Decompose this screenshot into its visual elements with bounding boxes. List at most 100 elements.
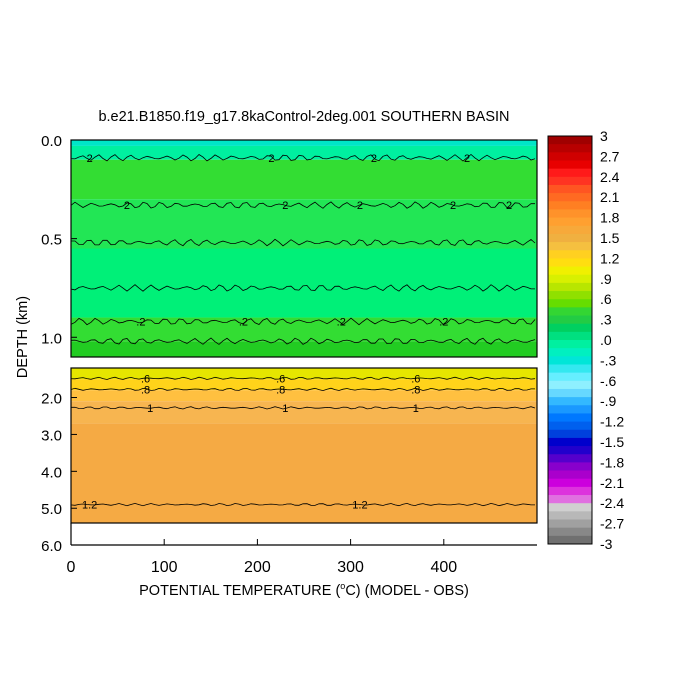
colorbar-swatch [548, 429, 592, 439]
x-tick-label: 0 [67, 559, 76, 576]
contour-line-upper-5 [70, 337, 536, 345]
contour-label: .8 [141, 384, 150, 396]
contour-label: 1 [413, 403, 419, 415]
contour-label: 2 [506, 200, 512, 212]
colorbar-label: -1.2 [600, 414, 624, 430]
colorbar-swatch [548, 144, 592, 153]
x-tick-label: 200 [244, 559, 271, 576]
contour-line-lower-3 [70, 502, 535, 507]
band-lower-0 [71, 368, 537, 380]
colorbar-swatch [548, 209, 592, 218]
contour-label: 2 [450, 200, 456, 212]
contour-line-upper-1 [70, 201, 536, 209]
contour-line-lower-0 [70, 376, 536, 380]
colorbar-swatch [548, 470, 592, 480]
band-upper-0 [71, 140, 537, 146]
band-upper-1 [71, 145, 537, 160]
colorbar-swatch [548, 152, 592, 161]
colorbar-swatch [548, 348, 592, 357]
contour-line-lower-1 [70, 387, 535, 392]
contour-line-upper-4 [70, 317, 536, 326]
colorbar-label: -2.1 [600, 475, 624, 491]
contour-label: 1 [282, 403, 288, 415]
colorbar-swatch [548, 217, 592, 227]
colorbar-swatch [548, 323, 592, 333]
colorbar-swatch [548, 356, 592, 365]
colorbar-swatch [548, 315, 592, 325]
colorbar-swatch [548, 291, 592, 300]
contour-label: .2 [239, 316, 248, 328]
y-tick-label: 5.0 [41, 501, 62, 518]
panel-upper: 2 2 2 2 2 2 2 2 2 .2 .2 .2 .2 0.0 0.5 1.0 [41, 133, 538, 358]
colorbar-swatch [548, 274, 592, 284]
contour-label: 1 [147, 403, 153, 415]
colorbar-swatch [548, 299, 592, 308]
chart-title: b.e21.B1850.f19_g17.8kaControl-2deg.001 … [98, 109, 509, 125]
colorbar-swatch [548, 446, 592, 455]
panel-lower: .6.6.6.8.8.81 1 11.2 1.22.03.04.05.0 [41, 367, 538, 524]
colorbar-swatch [548, 364, 592, 374]
y-tick-label-6: 6.0 [41, 538, 62, 555]
band-lower-1 [71, 379, 537, 391]
colorbar-label: -.6 [600, 373, 617, 389]
panel-frame-lower [70, 367, 538, 524]
colorbar-swatch [548, 160, 592, 170]
band-upper-3 [71, 199, 537, 249]
colorbar-label: 1.5 [600, 230, 620, 246]
colorbar-swatch [548, 421, 592, 431]
y-tick-label: 2.0 [41, 391, 62, 408]
colorbar-swatch [548, 397, 592, 406]
colorbar-swatch [548, 184, 592, 194]
contour-line-upper-2 [70, 238, 536, 247]
colorbar-swatch [548, 168, 592, 178]
contour-label: 2 [87, 153, 93, 165]
contour-label: .8 [411, 384, 420, 396]
x-tick-label: 400 [430, 559, 457, 576]
contour-line-upper-0 [70, 153, 536, 162]
colorbar-label: 2.1 [600, 189, 620, 205]
colorbar-label: .3 [600, 312, 612, 328]
colorbar-label: -1.8 [600, 454, 624, 470]
colorbar-swatch [548, 495, 592, 504]
colorbar-frame [547, 135, 593, 545]
colorbar-swatch [548, 340, 592, 349]
x-axis-label-part-2: C) (MODEL - OBS) [345, 583, 469, 599]
band-lower-2 [71, 390, 537, 402]
colorbar-swatch [548, 242, 592, 251]
colorbar-swatch [548, 266, 592, 276]
colorbar-label: 2.7 [600, 148, 620, 164]
colorbar-label: -1.5 [600, 434, 624, 450]
colorbar-swatch [548, 388, 592, 398]
contour-label: .8 [276, 384, 285, 396]
contour-label: 1.2 [352, 500, 367, 512]
colorbar-swatch [548, 136, 592, 145]
x-axis: 6.0 0 100 200 300 400 [41, 523, 537, 576]
contour-label: .2 [439, 316, 448, 328]
colorbar-label: -3 [600, 536, 613, 552]
contour-label: 1.2 [82, 500, 97, 512]
x-tick-label: 100 [151, 559, 178, 576]
colorbar-label: 2.4 [600, 169, 620, 185]
contour-label: 2 [282, 200, 288, 212]
contour-label: .6 [141, 373, 150, 385]
colorbar-label: .0 [600, 332, 612, 348]
contour-label: .2 [136, 316, 145, 328]
x-tick-label: 300 [337, 559, 364, 576]
contour-label: 2 [464, 153, 470, 165]
y-axis-label: DEPTH (km) [15, 296, 31, 378]
colorbar-swatch [548, 527, 592, 537]
colorbar-swatch [548, 225, 592, 235]
x-axis-label: POTENTIAL TEMPERATURE (oC) (MODEL - OBS) [139, 581, 469, 599]
band-lower-4 [71, 423, 537, 523]
colorbar-swatch [548, 372, 592, 382]
colorbar: 3 2.7 2.4 2.1 1.8 1.5 1.2 .9 .6 .3 .0 -.3 -.6 -.9 -1.2… [547, 128, 624, 552]
contour-line-upper-3 [70, 284, 535, 292]
contour-label: 2 [124, 200, 130, 212]
y-tick-label: 0.5 [41, 232, 62, 249]
colorbar-label: .6 [600, 291, 612, 307]
colorbar-swatch [548, 331, 592, 341]
panel-frame-upper [70, 139, 538, 358]
colorbar-label: 1.8 [600, 210, 620, 226]
colorbar-swatch [548, 307, 592, 316]
colorbar-swatch [548, 380, 592, 390]
